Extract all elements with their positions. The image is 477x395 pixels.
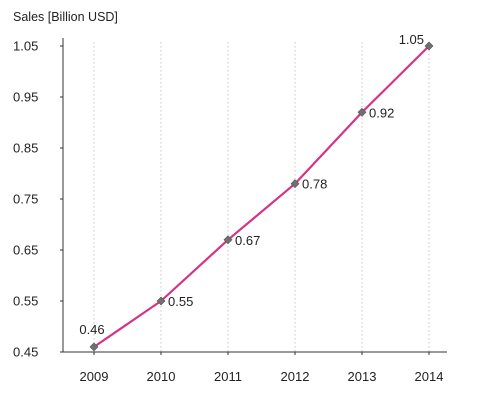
- x-tick-label: 2014: [415, 369, 444, 384]
- x-tick-label: 2009: [80, 369, 109, 384]
- data-point-2013: [357, 107, 367, 117]
- axes: [60, 38, 447, 355]
- x-tick-label: 2010: [147, 369, 176, 384]
- tick-labels: 0.45 0.55 0.65 0.75 0.85 0.95 1.05 2009 2010 2011…: [13, 39, 443, 385]
- data-labels: 0.46 0.55 0.67 0.78 0.92 1.05: [79, 32, 424, 337]
- grid-lines: [93, 42, 430, 352]
- data-label-2011: 0.67: [235, 233, 260, 248]
- data-point-2010: [156, 296, 166, 306]
- x-tick-label: 2011: [214, 369, 242, 384]
- y-tick-label: 0.85: [13, 141, 38, 156]
- data-point-2012: [290, 179, 300, 189]
- y-tick-label: 0.45: [13, 345, 38, 360]
- data-label-2012: 0.78: [302, 177, 327, 192]
- y-tick-label: 0.55: [13, 294, 38, 309]
- x-tick-label: 2013: [348, 369, 377, 384]
- series-line: [92, 44, 431, 348]
- y-tick-label: 0.75: [13, 192, 38, 207]
- data-label-2009: 0.46: [79, 322, 104, 337]
- data-markers: [89, 41, 434, 352]
- y-tick-label: 0.65: [13, 243, 38, 258]
- data-label-2014: 1.05: [399, 32, 424, 47]
- y-tick-label: 1.05: [13, 39, 38, 54]
- y-axis-label: Sales [Billion USD]: [13, 10, 118, 24]
- series-line-group: [92, 44, 431, 348]
- x-tick-label: 2012: [281, 369, 310, 384]
- data-label-2010: 0.55: [168, 294, 193, 309]
- data-point-2014: [424, 41, 434, 51]
- y-tick-label: 0.95: [13, 90, 38, 105]
- data-point-2011: [223, 235, 233, 245]
- data-point-2009: [89, 342, 99, 352]
- data-label-2013: 0.92: [369, 105, 394, 120]
